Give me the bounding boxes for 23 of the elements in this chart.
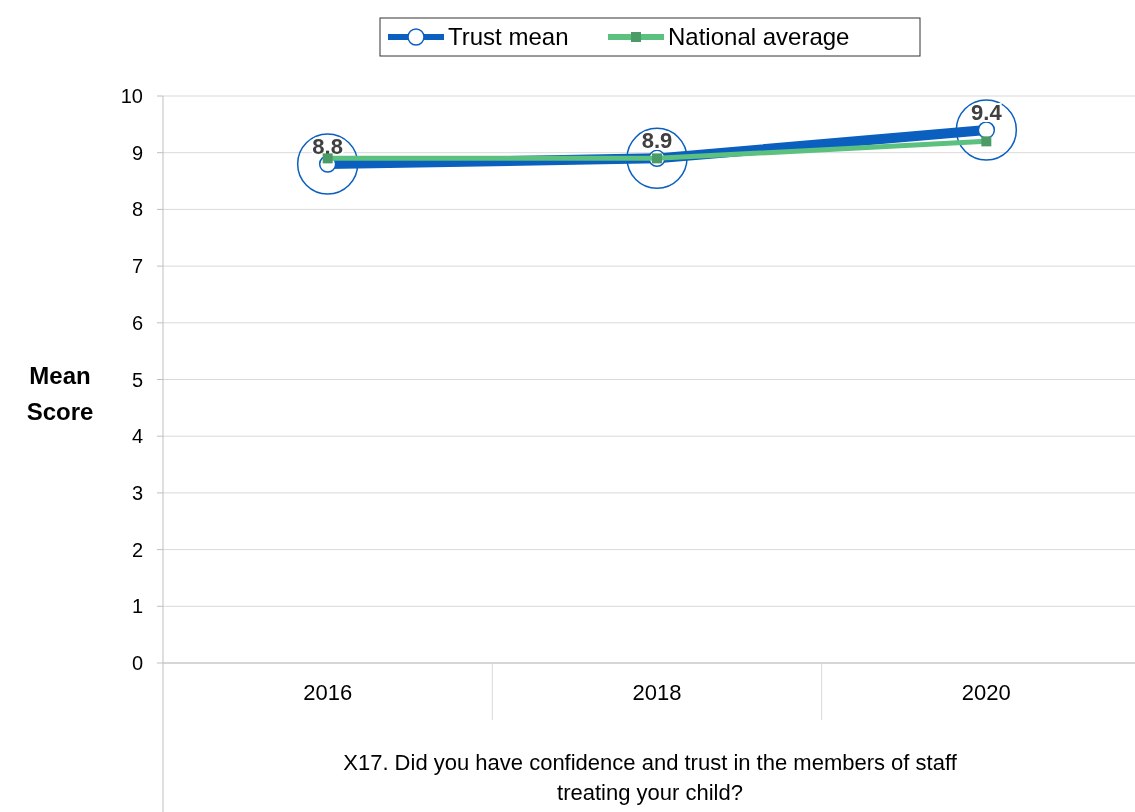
y-tick-label: 1 bbox=[131, 595, 143, 618]
y-tick-label: 0 bbox=[131, 652, 143, 674]
y-tick-label: 2 bbox=[131, 538, 143, 561]
y-axis-title: Mean Score bbox=[26, 362, 94, 425]
y-tick-label: 9 bbox=[131, 141, 143, 164]
y-tick-label: 6 bbox=[131, 311, 143, 334]
y-tick-label: 10 bbox=[120, 85, 143, 107]
x-tick-label: 2018 bbox=[632, 680, 682, 705]
y-tick-label: 8 bbox=[131, 198, 143, 221]
x-tick-label: 2020 bbox=[961, 680, 1011, 705]
data-label: 8.9 bbox=[641, 128, 673, 154]
point bbox=[322, 153, 333, 164]
y-tick-label: 4 bbox=[131, 425, 143, 448]
legend-label: National average bbox=[668, 23, 850, 51]
x-tick-label: 2016 bbox=[303, 680, 353, 705]
y-tick-label: 3 bbox=[131, 481, 143, 504]
data-label: 9.4 bbox=[971, 100, 1003, 126]
y-tick-label: 7 bbox=[131, 255, 143, 278]
point bbox=[981, 136, 992, 147]
y-tick-label: 5 bbox=[131, 368, 143, 391]
legend-label: Trust mean bbox=[448, 23, 569, 51]
x-axis-title: X17. Did you have confidence and trust in the members of staff treating your child? bbox=[343, 750, 958, 805]
data-label: 8.8 bbox=[312, 134, 343, 160]
